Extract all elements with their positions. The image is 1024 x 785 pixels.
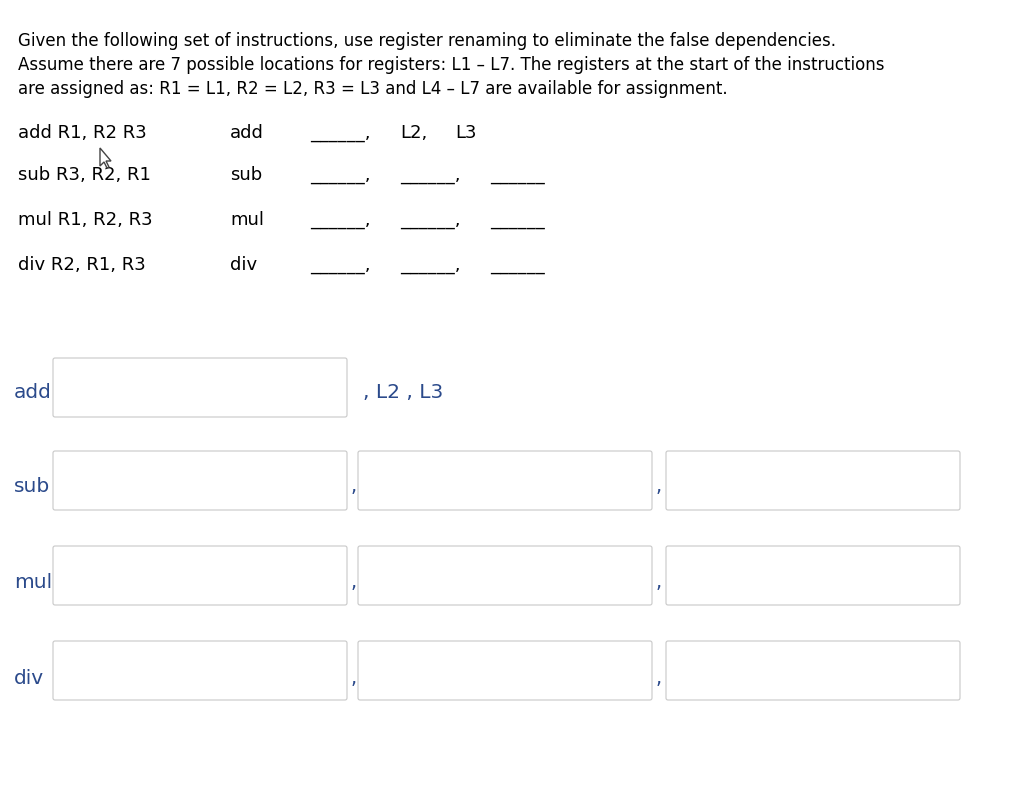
Text: Assume there are 7 possible locations for registers: L1 – L7. The registers at t: Assume there are 7 possible locations fo… — [18, 56, 885, 74]
Text: add: add — [230, 124, 264, 142]
Text: div: div — [14, 669, 44, 688]
Text: ,: , — [351, 477, 357, 496]
Text: ______: ______ — [490, 256, 545, 274]
Polygon shape — [100, 148, 111, 168]
Text: L2,: L2, — [400, 124, 427, 142]
FancyBboxPatch shape — [53, 451, 347, 510]
Text: ______: ______ — [490, 166, 545, 184]
Text: ______,: ______, — [310, 166, 371, 184]
Text: ,: , — [656, 477, 663, 496]
FancyBboxPatch shape — [666, 546, 961, 605]
FancyBboxPatch shape — [53, 358, 347, 417]
Text: ,: , — [656, 572, 663, 592]
FancyBboxPatch shape — [358, 546, 652, 605]
Text: ______,: ______, — [310, 211, 371, 229]
Text: ______,: ______, — [310, 124, 371, 142]
Text: mul: mul — [14, 572, 52, 592]
FancyBboxPatch shape — [53, 641, 347, 700]
Text: ______,: ______, — [400, 211, 461, 229]
Text: L3: L3 — [455, 124, 476, 142]
Text: ______,: ______, — [400, 256, 461, 274]
Text: div R2, R1, R3: div R2, R1, R3 — [18, 256, 145, 274]
Text: ,: , — [351, 669, 357, 688]
Text: add R1, R2 R3: add R1, R2 R3 — [18, 124, 146, 142]
Text: ,: , — [351, 572, 357, 592]
FancyBboxPatch shape — [358, 451, 652, 510]
FancyBboxPatch shape — [666, 641, 961, 700]
FancyBboxPatch shape — [358, 641, 652, 700]
Text: ,: , — [656, 669, 663, 688]
Text: are assigned as: R1 = L1, R2 = L2, R3 = L3 and L4 – L7 are available for assignm: are assigned as: R1 = L1, R2 = L2, R3 = … — [18, 80, 728, 98]
Text: sub: sub — [230, 166, 262, 184]
Text: mul: mul — [230, 211, 264, 229]
Text: Given the following set of instructions, use register renaming to eliminate the : Given the following set of instructions,… — [18, 32, 836, 50]
Text: sub R3, R2, R1: sub R3, R2, R1 — [18, 166, 151, 184]
Text: , L2 , L3: , L2 , L3 — [362, 384, 443, 403]
Text: mul R1, R2, R3: mul R1, R2, R3 — [18, 211, 153, 229]
Text: div: div — [230, 256, 257, 274]
FancyBboxPatch shape — [53, 546, 347, 605]
Text: add: add — [14, 384, 52, 403]
Text: ______,: ______, — [400, 166, 461, 184]
Text: ______: ______ — [490, 211, 545, 229]
Text: ______,: ______, — [310, 256, 371, 274]
Text: sub: sub — [14, 477, 50, 496]
FancyBboxPatch shape — [666, 451, 961, 510]
